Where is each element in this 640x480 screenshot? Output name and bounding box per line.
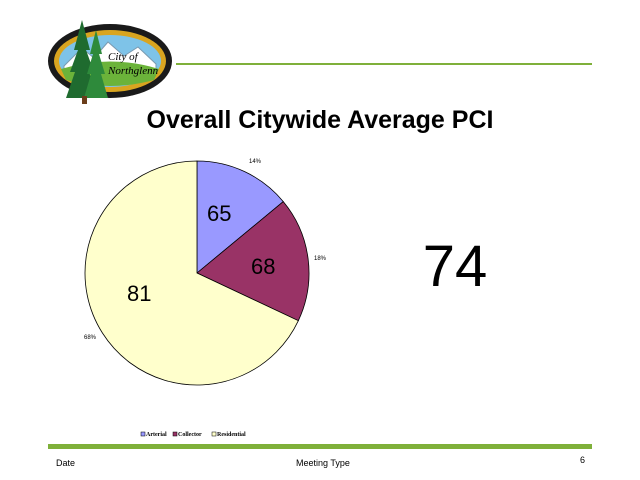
logo-text-line2: Northglenn [107,65,159,77]
slice-label-arterial: 65 [207,201,231,226]
legend-label-residential: Residential [217,432,246,438]
footer-meeting-type: Meeting Type [296,458,350,468]
percent-label-arterial: 14% [249,159,262,165]
pie-slice-arterial [196,160,284,274]
pie-slice-collector [196,201,310,322]
logo-tree-2 [84,30,108,98]
footer-date: Date [56,458,76,468]
legend-swatch-arterial [140,431,146,437]
logo-text-line1: City of [108,51,140,63]
percent-label-residential: 68% [84,335,97,341]
city-logo: City of Northglenn [48,20,172,104]
chart-legend: Arterial Collector Residential [140,431,246,438]
pie-slice-residential [84,160,299,386]
slide-title: Overall Citywide Average PCI [146,106,494,134]
footer-page-number: 6 [580,455,586,465]
legend-swatch-collector [172,431,178,437]
pie-chart: 65 68 81 14% 18% 68% Arterial Collector … [84,159,327,438]
legend-label-collector: Collector [178,432,202,438]
logo-trunk [82,96,87,104]
average-pci-value: 74 [422,234,488,299]
pie-slices [84,160,310,386]
legend-swatch-residential [211,431,217,437]
header-divider [176,63,592,65]
footer-divider [48,444,592,449]
percent-label-collector: 18% [314,256,327,262]
legend-label-arterial: Arterial [146,432,167,438]
slice-label-collector: 68 [251,254,275,279]
slice-label-residential: 81 [127,281,151,306]
